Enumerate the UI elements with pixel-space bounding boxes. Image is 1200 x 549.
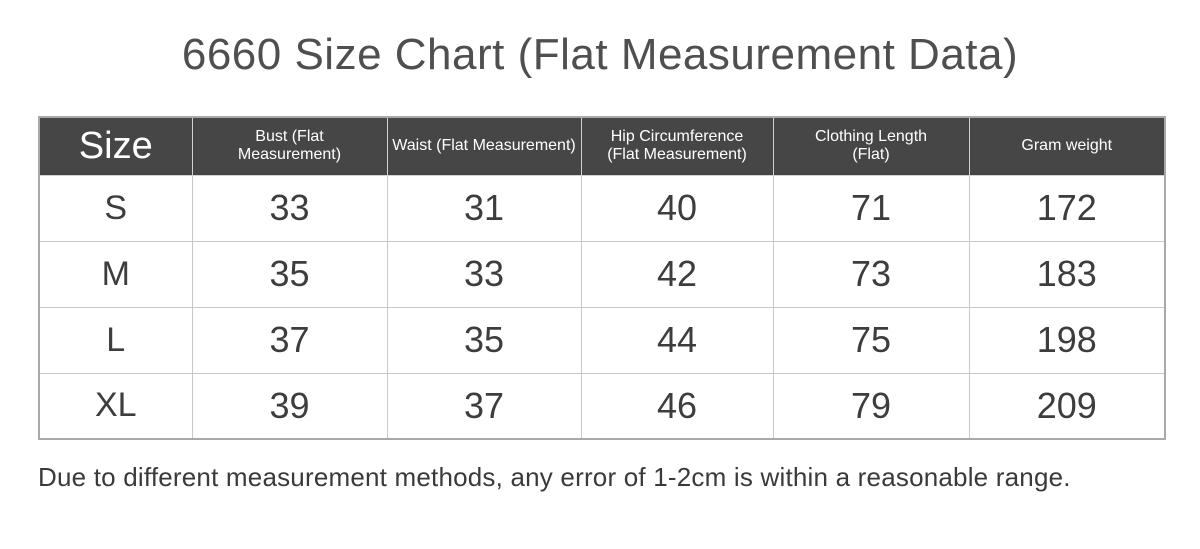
- table-header: Size Bust (Flat Measurement) Waist (Flat…: [38, 116, 1166, 176]
- cell-bust-l: 37: [191, 306, 388, 374]
- cell-weight-l: 198: [968, 306, 1166, 374]
- cell-waist-m: 33: [386, 240, 582, 308]
- cell-weight-m: 183: [968, 240, 1166, 308]
- table-row-s: S 33 31 40 71 172: [38, 174, 1166, 242]
- cell-hip-s: 40: [580, 174, 774, 242]
- header-cell-clothing-length: Clothing Length (Flat): [772, 116, 970, 176]
- cell-weight-s: 172: [968, 174, 1166, 242]
- cell-length-xl: 79: [772, 372, 970, 440]
- cell-waist-s: 31: [386, 174, 582, 242]
- cell-hip-l: 44: [580, 306, 774, 374]
- header-cell-size: Size: [38, 116, 193, 176]
- cell-weight-xl: 209: [968, 372, 1166, 440]
- header-cell-bust: Bust (Flat Measurement): [191, 116, 388, 176]
- cell-size-l: L: [38, 306, 193, 374]
- cell-waist-l: 35: [386, 306, 582, 374]
- cell-hip-xl: 46: [580, 372, 774, 440]
- cell-bust-s: 33: [191, 174, 388, 242]
- table-row-m: M 35 33 42 73 183: [38, 240, 1166, 308]
- cell-size-xl: XL: [38, 372, 193, 440]
- header-row: Size Bust (Flat Measurement) Waist (Flat…: [38, 116, 1166, 176]
- table-body: S 33 31 40 71 172 M 35 33 42 73 183 L 37…: [38, 174, 1166, 440]
- cell-length-m: 73: [772, 240, 970, 308]
- table-row-l: L 37 35 44 75 198: [38, 306, 1166, 374]
- header-cell-hip: Hip Circumference (Flat Measurement): [580, 116, 774, 176]
- cell-length-l: 75: [772, 306, 970, 374]
- cell-length-s: 71: [772, 174, 970, 242]
- cell-size-m: M: [38, 240, 193, 308]
- footnote: Due to different measurement methods, an…: [38, 462, 1071, 492]
- header-cell-gram-weight: Gram weight: [968, 116, 1166, 176]
- header-cell-waist: Waist (Flat Measurement): [386, 116, 582, 176]
- table-row-xl: XL 39 37 46 79 209: [38, 372, 1166, 440]
- cell-bust-xl: 39: [191, 372, 388, 440]
- cell-waist-xl: 37: [386, 372, 582, 440]
- page-title: 6660 Size Chart (Flat Measurement Data): [181, 30, 1019, 79]
- cell-hip-m: 42: [580, 240, 774, 308]
- size-chart-table: Size Bust (Flat Measurement) Waist (Flat…: [38, 116, 1166, 440]
- cell-size-s: S: [38, 174, 193, 242]
- cell-bust-m: 35: [191, 240, 388, 308]
- size-chart-page: 6660 Size Chart (Flat Measurement Data) …: [0, 30, 1200, 549]
